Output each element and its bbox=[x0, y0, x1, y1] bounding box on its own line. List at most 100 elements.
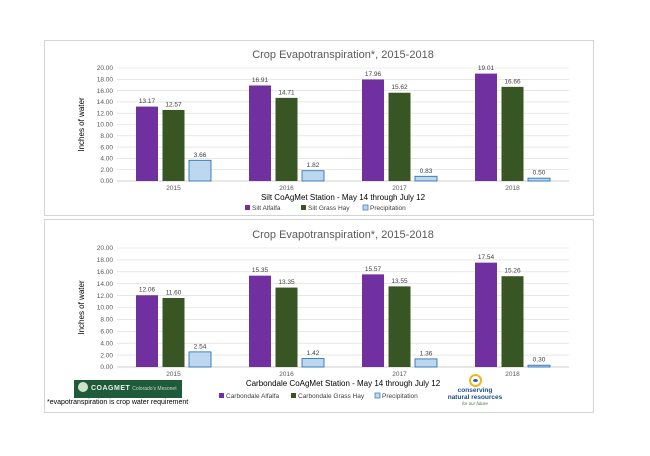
silt-bar-alfalfa-2016 bbox=[249, 85, 271, 181]
silt-bar-grass-hay-2015 bbox=[162, 109, 185, 181]
silt-data-label-grass-hay-2018: 16.66 bbox=[504, 78, 521, 85]
silt-y-tick-label: 14.00 bbox=[97, 99, 114, 106]
carbondale-data-label-precipitation-2015: 2.54 bbox=[194, 343, 207, 350]
carbondale-bar-alfalfa-2017 bbox=[362, 274, 384, 367]
silt-bar-grass-hay-2016 bbox=[275, 97, 298, 181]
cnr-logo-tag: for our future bbox=[462, 401, 488, 406]
silt-data-label-alfalfa-2018: 19.01 bbox=[478, 65, 495, 72]
carbondale-data-label-precipitation-2018: 0.30 bbox=[533, 357, 546, 364]
carbondale-data-label-alfalfa-2018: 17.54 bbox=[478, 254, 495, 261]
carbondale-bar-precipitation-2017 bbox=[414, 358, 438, 368]
carbondale-bar-precipitation-2015 bbox=[188, 351, 212, 368]
carbondale-data-label-grass-hay-2017: 13.55 bbox=[391, 278, 408, 285]
carbondale-data-label-alfalfa-2016: 15.35 bbox=[252, 267, 269, 274]
silt-bar-grass-hay-2018 bbox=[501, 86, 524, 181]
carbondale-y-tick-label: 4.00 bbox=[100, 340, 113, 347]
carbondale-y-tick-label: 14.00 bbox=[97, 281, 114, 288]
carbondale-legend-label-precipitation: Precipitation bbox=[382, 393, 418, 400]
silt-bar-precipitation-2018 bbox=[527, 177, 551, 182]
silt-y-tick-label: 2.00 bbox=[100, 167, 113, 174]
silt-y-tick-label: 20.00 bbox=[97, 65, 114, 72]
carbondale-y-axis-label: Inches of water bbox=[77, 280, 86, 335]
carbondale-y-tick-label: 20.00 bbox=[97, 245, 114, 252]
carbondale-data-label-grass-hay-2015: 11.60 bbox=[166, 289, 182, 296]
footnote: *evapotranspiration is crop water requir… bbox=[47, 399, 189, 406]
silt-data-label-precipitation-2018: 0.50 bbox=[533, 170, 546, 177]
silt-x-tick-label-2016: 2016 bbox=[279, 185, 294, 192]
silt-legend-swatch-precipitation bbox=[362, 204, 369, 211]
silt-bar-grass-hay-2017 bbox=[388, 92, 411, 181]
carbondale-bar-grass-hay-2016 bbox=[275, 287, 298, 367]
carbondale-data-label-precipitation-2016: 1.42 bbox=[307, 350, 320, 357]
silt-y-tick-label: 0.00 bbox=[100, 178, 113, 185]
carbondale-legend-swatch-grass-hay bbox=[291, 393, 296, 398]
silt-bar-precipitation-2015 bbox=[188, 159, 212, 182]
carbondale-x-tick-label-2017: 2017 bbox=[392, 371, 407, 378]
carbondale-bar-precipitation-2016 bbox=[301, 358, 325, 368]
silt-data-label-grass-hay-2016: 14.71 bbox=[278, 89, 295, 96]
carbondale-legend-label-alfalfa: Carbondale Alfalfa bbox=[226, 393, 280, 400]
carbondale-legend-label-grass-hay: Carbondale Grass Hay bbox=[298, 393, 365, 400]
silt-x-tick-label-2015: 2015 bbox=[166, 185, 181, 192]
silt-data-label-alfalfa-2017: 17.96 bbox=[365, 71, 382, 78]
silt-y-axis-label: Inches of water bbox=[77, 97, 86, 152]
carbondale-data-label-alfalfa-2017: 15.57 bbox=[365, 266, 382, 273]
carbondale-legend-swatch-alfalfa bbox=[219, 393, 224, 398]
carbondale-y-tick-label: 16.00 bbox=[97, 269, 114, 276]
carbondale-bar-grass-hay-2017 bbox=[388, 286, 411, 367]
silt-y-tick-label: 12.00 bbox=[97, 110, 114, 117]
silt-data-label-precipitation-2016: 1.82 bbox=[307, 162, 320, 169]
carbondale-y-tick-label: 12.00 bbox=[97, 293, 114, 300]
carbondale-data-label-grass-hay-2016: 13.35 bbox=[278, 279, 295, 286]
cnr-logo-line1: conserving bbox=[457, 387, 493, 394]
silt-data-label-precipitation-2017: 0.83 bbox=[420, 168, 433, 175]
silt-y-tick-label: 4.00 bbox=[100, 156, 113, 163]
silt-legend-label-grass-hay: Silt Grass Hay bbox=[308, 205, 350, 212]
conserving-natural-resources-logo: conserving natural resources for our fut… bbox=[445, 374, 505, 408]
carbondale-data-label-alfalfa-2015: 12.06 bbox=[139, 287, 156, 294]
carbondale-x-tick-label-2016: 2016 bbox=[279, 371, 294, 378]
silt-data-label-alfalfa-2016: 16.91 bbox=[252, 77, 269, 84]
silt-y-tick-label: 18.00 bbox=[97, 77, 114, 84]
silt-chart: Crop Evapotranspiration*, 2015-2018 0.00 2… bbox=[77, 49, 569, 212]
coagmet-logo: COAGMET Colorado's Mesonet bbox=[74, 380, 182, 398]
carbondale-bar-alfalfa-2018 bbox=[475, 262, 497, 367]
carbondale-bar-precipitation-2018 bbox=[527, 364, 551, 368]
carbondale-bar-alfalfa-2015 bbox=[136, 295, 158, 367]
carbondale-y-tick-label: 18.00 bbox=[97, 257, 114, 264]
cnr-emblem-icon bbox=[468, 374, 482, 387]
silt-y-tick-label: 10.00 bbox=[97, 122, 114, 129]
silt-legend-swatch-alfalfa bbox=[245, 205, 250, 210]
carbondale-y-tick-label: 6.00 bbox=[100, 329, 113, 336]
coagmet-logo-brand: COAGMET bbox=[91, 385, 131, 392]
silt-x-tick-label-2017: 2017 bbox=[392, 185, 407, 192]
silt-bar-alfalfa-2015 bbox=[136, 106, 158, 181]
silt-y-tick-label: 8.00 bbox=[100, 133, 113, 140]
silt-bar-alfalfa-2018 bbox=[475, 73, 497, 181]
carbondale-data-label-grass-hay-2018: 15.26 bbox=[504, 268, 521, 275]
carbondale-bar-alfalfa-2016 bbox=[249, 275, 271, 367]
carbondale-bar-grass-hay-2015 bbox=[162, 297, 185, 367]
silt-data-label-precipitation-2015: 3.66 bbox=[194, 152, 207, 159]
coagmet-mark-icon bbox=[78, 382, 88, 392]
carbondale-x-tick-label-2018: 2018 bbox=[505, 371, 520, 378]
carbondale-y-tick-label: 2.00 bbox=[100, 352, 113, 359]
silt-chart-title: Crop Evapotranspiration*, 2015-2018 bbox=[252, 49, 434, 61]
silt-bar-alfalfa-2017 bbox=[362, 79, 384, 181]
carbondale-data-label-precipitation-2017: 1.36 bbox=[420, 350, 433, 357]
carbondale-chart: Crop Evapotranspiration*, 2015-2018 0.00 2… bbox=[77, 229, 569, 400]
silt-bar-precipitation-2016 bbox=[301, 170, 325, 182]
silt-chart-panel: Crop Evapotranspiration*, 2015-2018 0.00 2… bbox=[44, 40, 594, 216]
silt-legend-label-alfalfa: Silt Alfalfa bbox=[252, 205, 281, 212]
carbondale-chart-subtitle: Carbondale CoAgMet Station - May 14 thro… bbox=[246, 379, 441, 388]
silt-chart-subtitle: Silt CoAgMet Station - May 14 through Ju… bbox=[261, 193, 426, 202]
cnr-logo-line2: natural resources bbox=[447, 394, 503, 401]
silt-data-label-grass-hay-2017: 15.62 bbox=[391, 84, 408, 91]
silt-legend-label-precipitation: Precipitation bbox=[370, 205, 406, 212]
carbondale-x-tick-label-2015: 2015 bbox=[166, 371, 181, 378]
silt-x-tick-label-2018: 2018 bbox=[505, 185, 520, 192]
carbondale-legend-swatch-precipitation bbox=[374, 392, 381, 399]
carbondale-bar-grass-hay-2018 bbox=[501, 276, 524, 367]
carbondale-chart-title: Crop Evapotranspiration*, 2015-2018 bbox=[252, 229, 434, 241]
silt-y-tick-label: 16.00 bbox=[97, 88, 114, 95]
